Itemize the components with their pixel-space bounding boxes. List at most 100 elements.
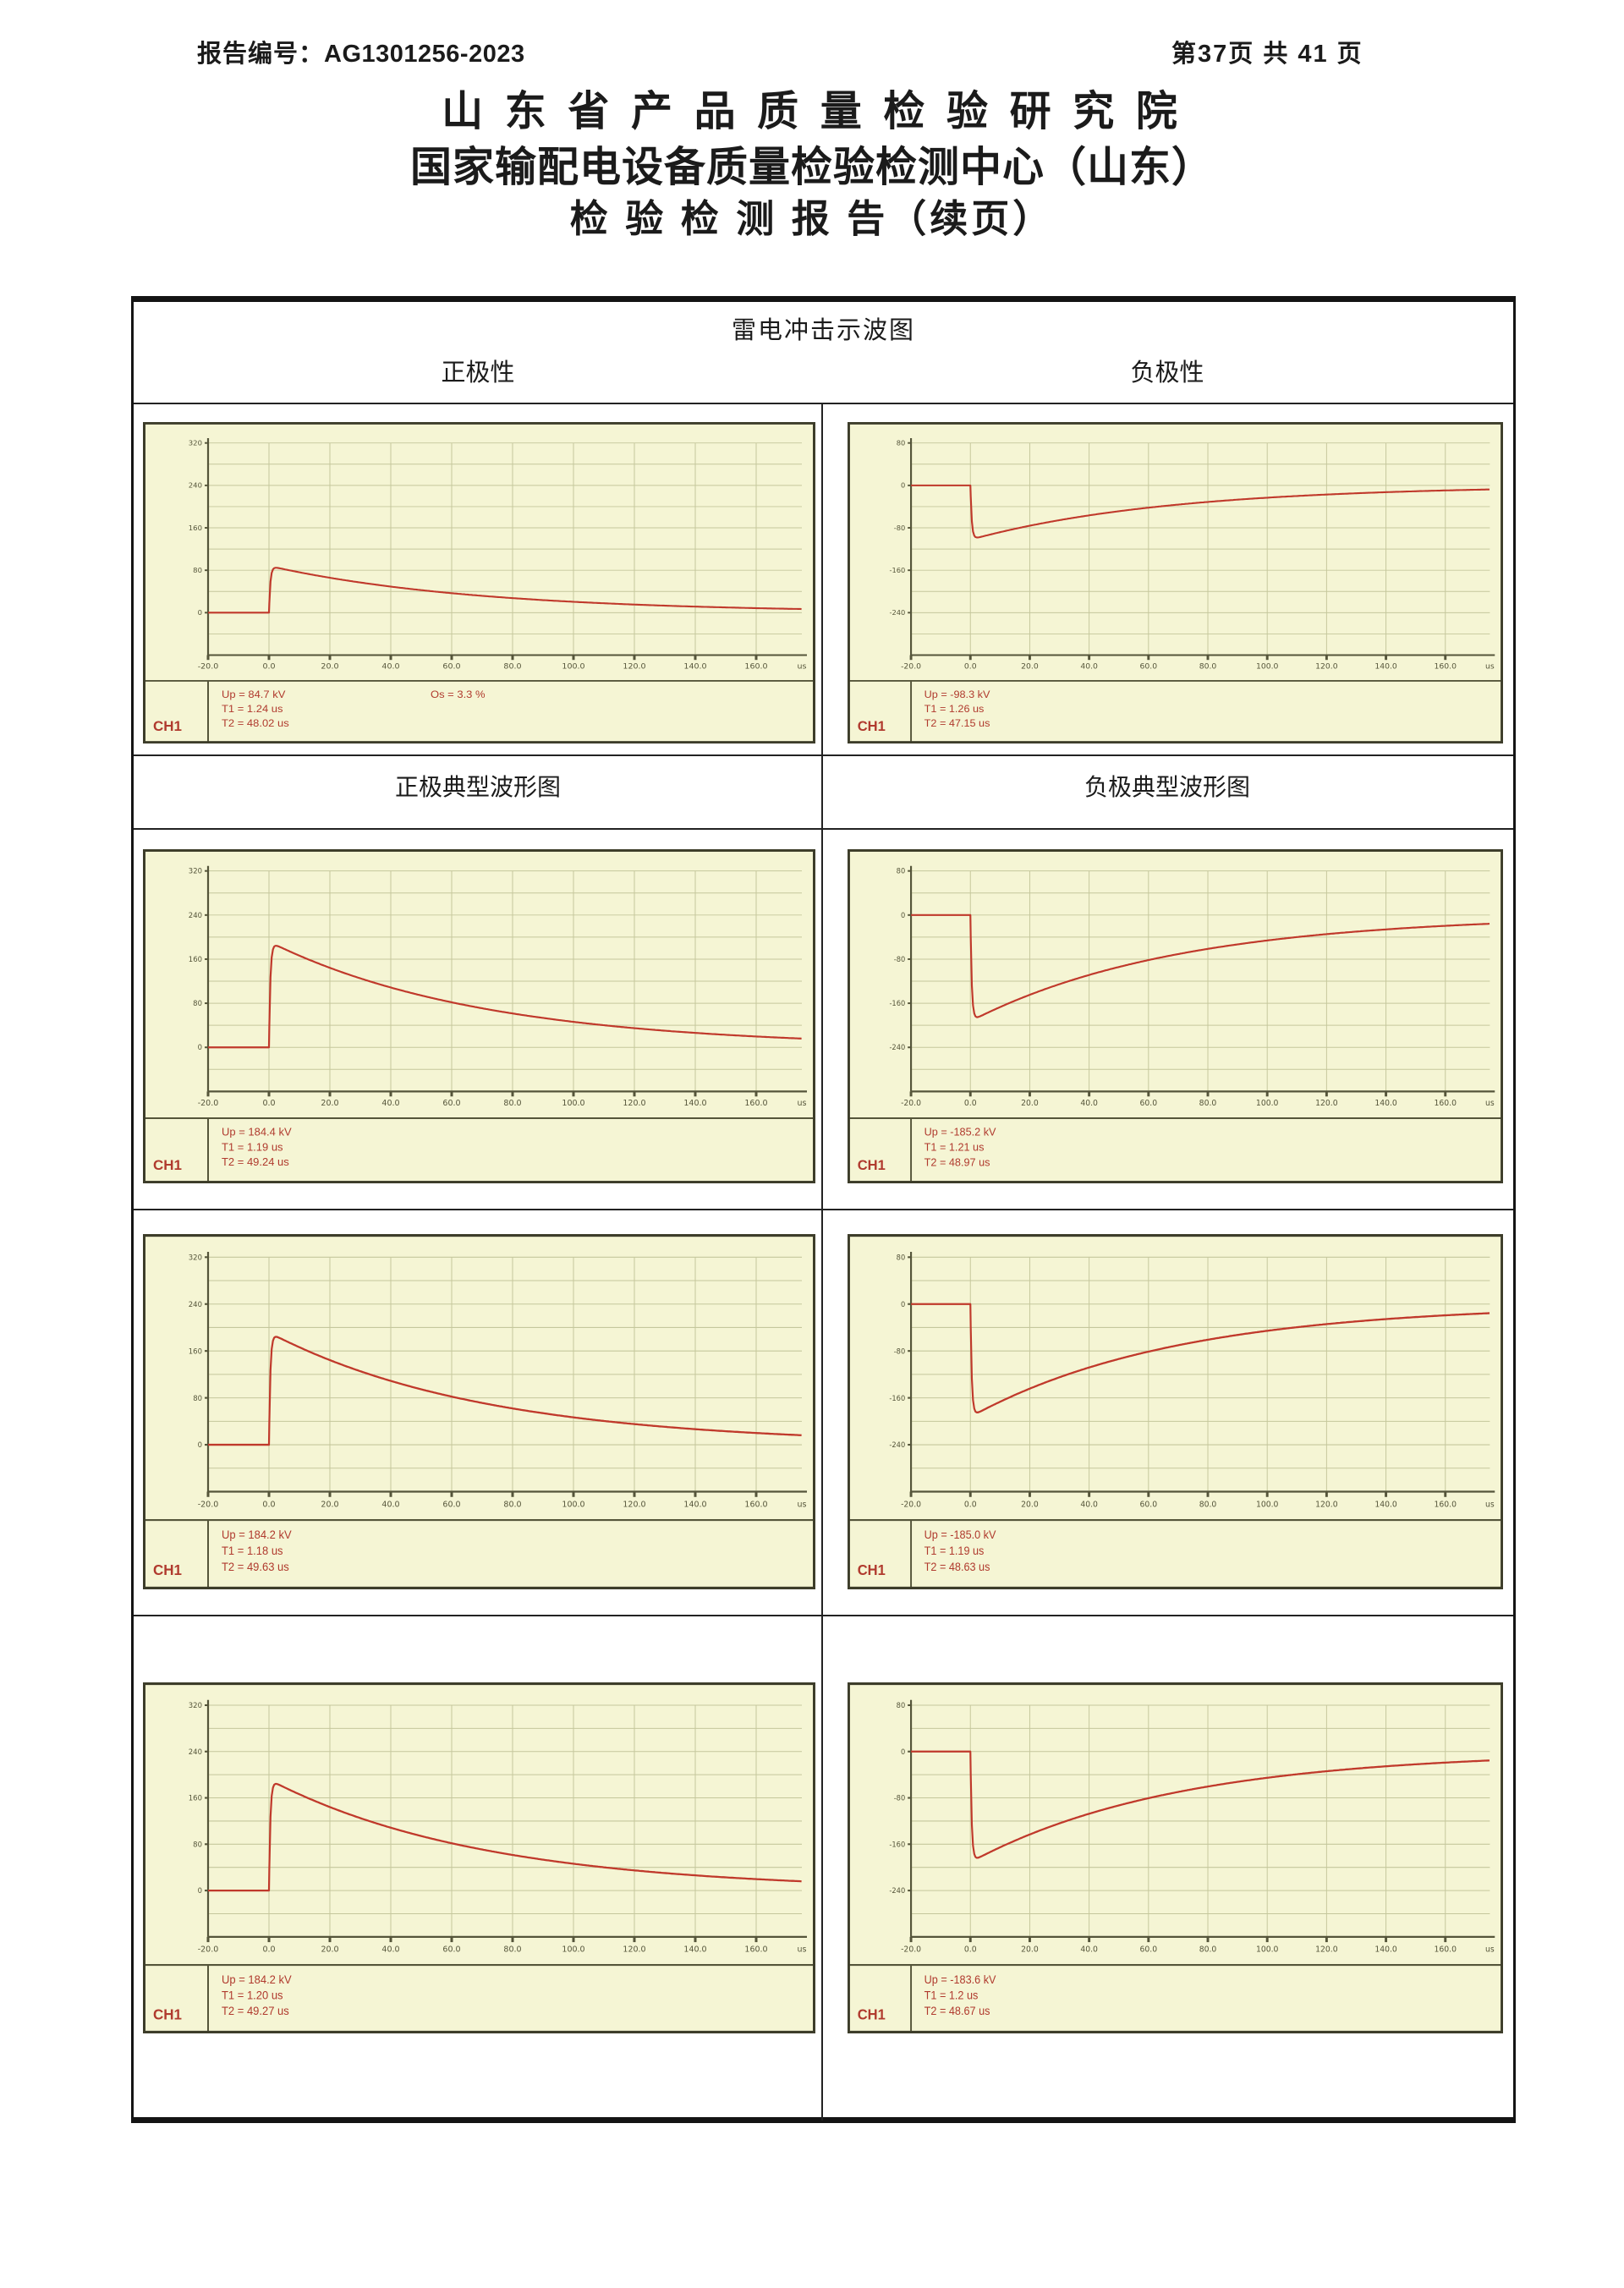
x-tick-label: -20.0 — [198, 1500, 219, 1509]
x-tick-label: 40.0 — [381, 662, 399, 672]
waveform-path — [911, 914, 1490, 1018]
y-tick-label: -240 — [889, 1887, 905, 1896]
oscillogram-row4-positive: -20.0 0.0 20.0 40.0 60.0 80.0 100.0 120.0 140.0 1… — [143, 1682, 815, 2033]
x-tick-label: 160.0 — [744, 1500, 767, 1509]
x-tick-label: 160.0 — [744, 1945, 767, 1954]
x-tick-label: 80.0 — [503, 1099, 521, 1108]
channel-label: CH1 — [153, 1561, 182, 1578]
x-tick-label: 40.0 — [1080, 663, 1098, 672]
peak-voltage-label: Up = 84.7 kV — [222, 689, 286, 700]
x-tick-label: 20.0 — [1021, 663, 1039, 672]
channel-label: CH1 — [858, 1157, 886, 1173]
y-tick-label: -160 — [889, 1395, 905, 1403]
x-tick-label: 100.0 — [562, 1500, 584, 1509]
y-tick-label: 80 — [897, 439, 906, 447]
org-title-line1: 山 东 省 产 品 质 量 检 验 研 究 院 — [442, 89, 1182, 134]
column-header-positive: 正极性 — [441, 359, 515, 387]
divider-under-header — [134, 403, 1513, 404]
panel-background — [143, 1234, 815, 1589]
y-tick-label: 240 — [189, 911, 202, 919]
panel-frame — [848, 1234, 1503, 1589]
panel-frame — [143, 849, 815, 1183]
x-tick-label: 140.0 — [683, 1945, 706, 1954]
x-tick-labels: -20.0 0.0 20.0 40.0 60.0 80.0 100.0 120.0 140.0 1… — [901, 1491, 1495, 1509]
panel-frame — [848, 1682, 1503, 2033]
y-tick-label: 0 — [198, 1043, 202, 1051]
y-tick-label: -80 — [894, 1794, 906, 1802]
x-tick-label: 100.0 — [562, 1099, 584, 1108]
peak-voltage-label: Up = -183.6 kV — [924, 1973, 996, 1985]
y-tick-labels: 80 0 -80 -160 -240 — [889, 867, 912, 1051]
y-tick-label: 320 — [189, 867, 202, 875]
channel-label: CH1 — [153, 1157, 182, 1173]
x-tick-label: 60.0 — [1140, 1099, 1158, 1108]
panel-background — [848, 1682, 1503, 2033]
oscillogram-svg: -20.0 0.0 20.0 40.0 60.0 80.0 100.0 120.0 140.0 1… — [848, 1682, 1503, 2033]
oscillogram-row2-negative: -20.0 0.0 20.0 40.0 60.0 80.0 100.0 120.0 140.0 1… — [848, 849, 1503, 1183]
peak-voltage-label: Up = -98.3 kV — [924, 689, 990, 700]
x-tick-label: 160.0 — [744, 662, 767, 672]
y-tick-label: 0 — [901, 481, 905, 490]
x-tick-label: 60.0 — [442, 1945, 460, 1954]
y-tick-label: 0 — [198, 608, 202, 617]
column-header-negative: 负极性 — [1130, 359, 1204, 387]
x-tick-label: 40.0 — [1080, 1945, 1098, 1954]
oscillogram-svg: -20.0 0.0 20.0 40.0 60.0 80.0 100.0 120.0 140.0 1… — [143, 422, 815, 743]
half-value-time-label: T2 = 48.67 us — [924, 2005, 990, 2017]
x-tick-label: 60.0 — [1140, 1945, 1158, 1954]
oscillogram-svg: -20.0 0.0 20.0 40.0 60.0 80.0 100.0 120.0 140.0 1… — [143, 1234, 815, 1589]
waveform-path — [208, 1336, 802, 1446]
x-tick-label: 120.0 — [623, 1945, 645, 1954]
y-tick-label: -80 — [894, 1347, 906, 1356]
x-tick-label: 160.0 — [744, 1099, 767, 1108]
x-tick-label: 40.0 — [381, 1945, 399, 1954]
x-tick-label: 40.0 — [1080, 1500, 1098, 1509]
front-time-label: T1 = 1.18 us — [222, 1545, 283, 1557]
x-tick-label: 60.0 — [1140, 1500, 1158, 1509]
x-tick-label: 20.0 — [321, 1945, 338, 1954]
panel-background — [143, 422, 815, 743]
panel-background — [143, 1682, 815, 2033]
divider-row2 — [134, 1209, 1513, 1210]
label-negative-typical: 负极典型波形图 — [1084, 774, 1250, 800]
half-value-time-label: T2 = 48.97 us — [924, 1155, 990, 1168]
x-tick-label: 80.0 — [1199, 1945, 1217, 1954]
waveform-path — [911, 1303, 1490, 1413]
y-tick-label: -160 — [889, 1841, 905, 1849]
x-tick-label: 120.0 — [1315, 663, 1338, 672]
oscillogram-svg: -20.0 0.0 20.0 40.0 60.0 80.0 100.0 120.0 140.0 1… — [143, 849, 815, 1183]
y-tick-label: 0 — [901, 1301, 905, 1309]
half-value-time-label: T2 = 49.24 us — [222, 1155, 289, 1168]
y-tick-label: 80 — [193, 1841, 202, 1849]
waveform-path — [208, 945, 802, 1049]
y-tick-label: 160 — [189, 524, 202, 532]
oscillogram-svg: -20.0 0.0 20.0 40.0 60.0 80.0 100.0 120.0 140.0 1… — [848, 849, 1503, 1183]
x-tick-label: 100.0 — [1256, 1500, 1278, 1509]
oscillogram-table: 雷电冲击示波图 正极性 负极性 正极典型波形图 负极典型波形图 -20.0 0.0… — [131, 296, 1516, 2123]
front-time-label: T1 = 1.21 us — [924, 1140, 985, 1153]
x-tick-label: 100.0 — [1256, 663, 1279, 672]
oscillogram-row3-negative: -20.0 0.0 20.0 40.0 60.0 80.0 100.0 120.0 140.0 1… — [848, 1234, 1503, 1589]
half-value-time-label: T2 = 49.63 us — [222, 1561, 289, 1573]
y-tick-label: 160 — [189, 955, 202, 963]
panel-background — [848, 422, 1503, 743]
y-tick-labels: 80 0 -80 -160 -240 — [889, 1702, 912, 1896]
x-tick-label: 0.0 — [262, 1945, 275, 1954]
x-tick-label: 160.0 — [1435, 1945, 1457, 1954]
panel-frame — [143, 422, 815, 743]
waveform-path — [911, 1750, 1490, 1859]
x-tick-label: 0.0 — [262, 1099, 275, 1108]
x-tick-label: 40.0 — [381, 1099, 399, 1108]
x-tick-label: 80.0 — [503, 1500, 521, 1509]
peak-voltage-label: Up = -185.0 kV — [924, 1528, 996, 1542]
org-title-line2: 国家输配电设备质量检验检测中心（山东） — [409, 145, 1214, 190]
y-tick-labels: 320 240 160 80 0 — [189, 439, 208, 617]
panel-frame — [143, 1682, 815, 2033]
y-tick-label: 160 — [189, 1795, 202, 1803]
peak-voltage-label: Up = 184.4 kV — [222, 1126, 292, 1139]
channel-label: CH1 — [858, 2006, 886, 2023]
x-tick-label: 140.0 — [683, 662, 706, 672]
x-tick-label: 140.0 — [1374, 1099, 1397, 1108]
front-time-label: T1 = 1.24 us — [222, 703, 283, 715]
x-tick-label: 80.0 — [503, 662, 521, 672]
